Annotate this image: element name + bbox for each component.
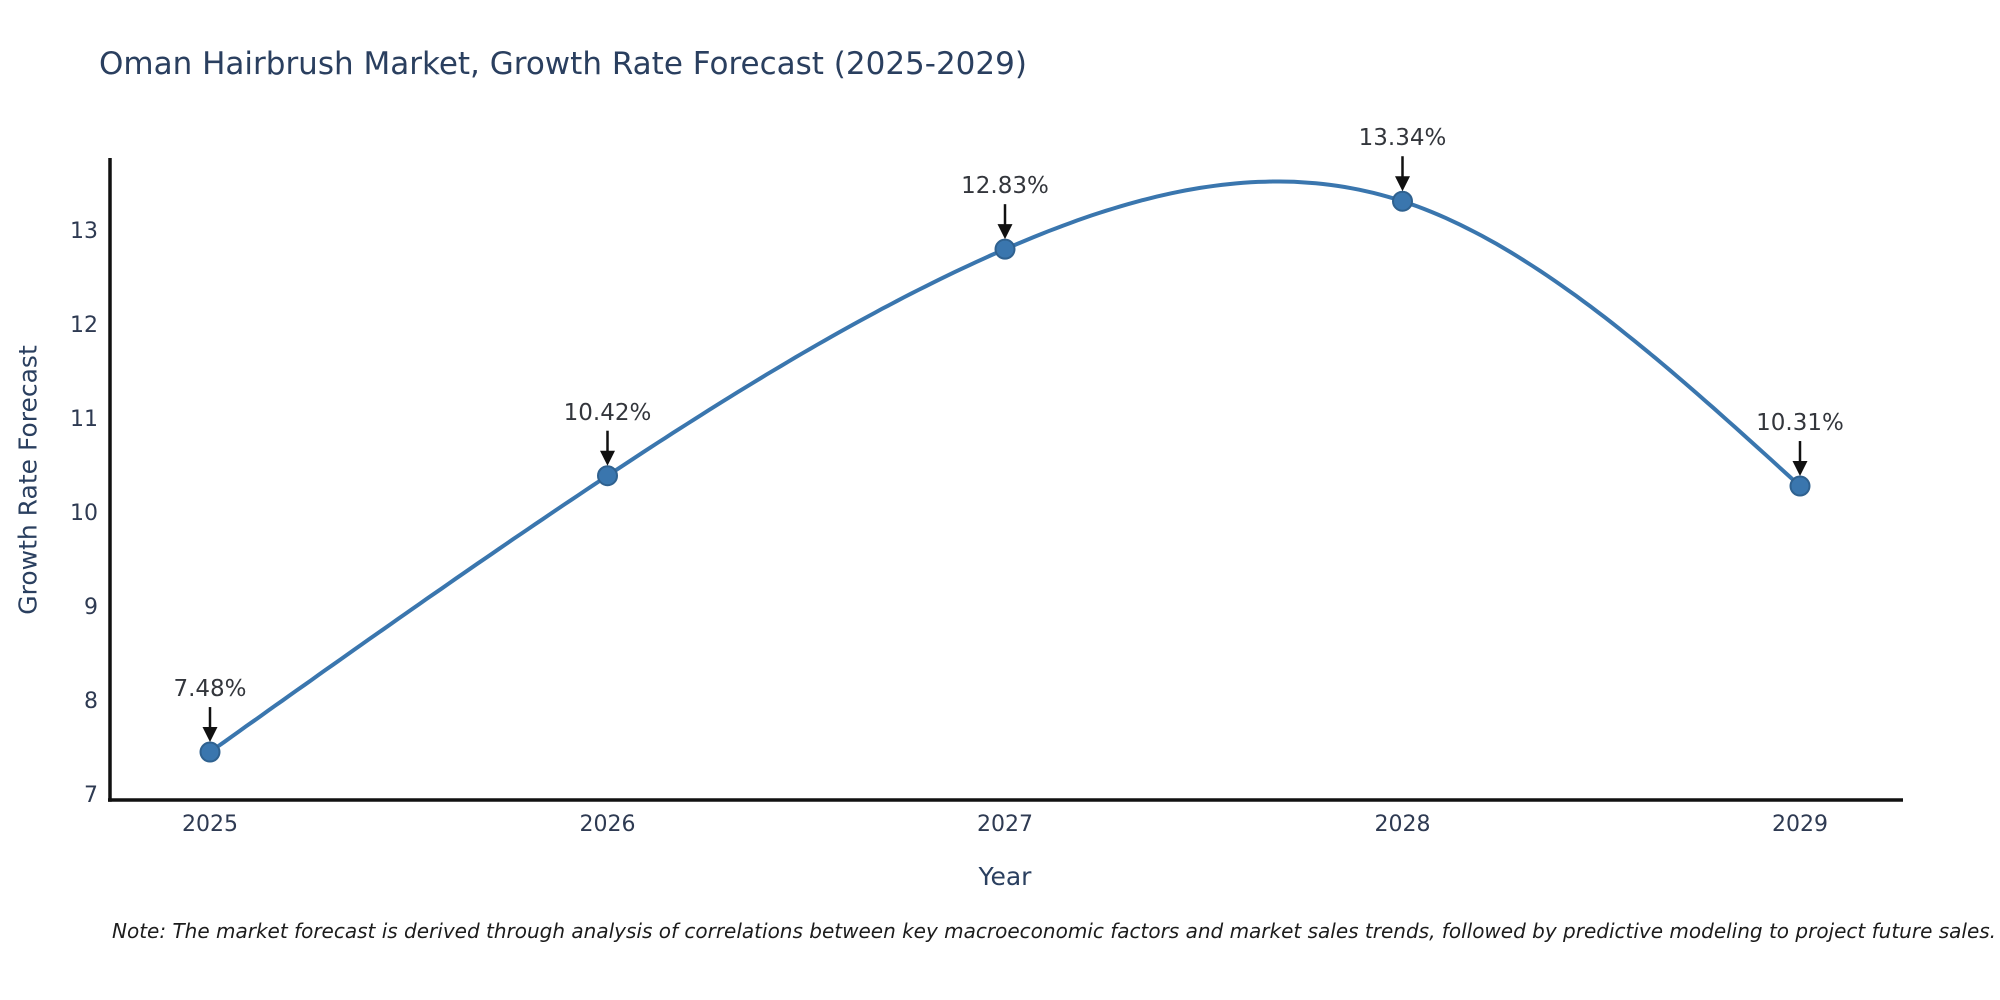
data-point-marker	[597, 465, 618, 487]
footnote: Note: The market forecast is derived thr…	[112, 919, 1997, 943]
y-tick-label: 8	[84, 689, 98, 715]
annotation-arrowhead	[600, 450, 615, 466]
axis-lines	[108, 158, 1903, 802]
y-tick-label: 12	[70, 313, 98, 339]
x-tick-label: 2027	[977, 812, 1033, 837]
annotation-arrowhead	[997, 224, 1013, 240]
y-tick-label: 7	[84, 783, 98, 809]
annotation-arrowhead	[1792, 461, 1808, 477]
x-tick-label: 2026	[579, 812, 636, 837]
forecast-line	[208, 179, 1802, 755]
data-point-marker	[1789, 475, 1811, 497]
annotation-arrowhead	[1395, 176, 1410, 192]
data-point-markers	[199, 190, 1811, 763]
y-tick-label: 11	[70, 407, 98, 433]
annotation-label: 13.34%	[1358, 125, 1447, 152]
annotation-label: 12.83%	[961, 173, 1049, 200]
annotation-label: 7.48%	[173, 676, 247, 703]
chart-title: Oman Hairbrush Market, Growth Rate Forec…	[99, 46, 1027, 82]
line-series	[208, 179, 1802, 755]
annotation-label: 10.42%	[563, 399, 652, 426]
annotation-arrows	[202, 156, 1808, 743]
data-point-marker	[1392, 190, 1413, 212]
y-axis-title: Growth Rate Forecast	[13, 345, 43, 615]
data-point-marker	[199, 741, 221, 763]
x-tick-label: 2028	[1374, 812, 1431, 837]
annotation-arrowhead	[202, 727, 218, 743]
data-point-marker	[994, 238, 1016, 260]
y-tick-label: 13	[70, 219, 98, 245]
y-tick-label: 9	[84, 595, 98, 621]
x-axis-title: Year	[978, 862, 1032, 891]
x-tick-label: 2029	[1772, 812, 1828, 837]
annotation-label: 10.31%	[1756, 410, 1844, 437]
x-tick-label: 2025	[182, 812, 238, 837]
y-tick-label: 10	[70, 501, 98, 527]
